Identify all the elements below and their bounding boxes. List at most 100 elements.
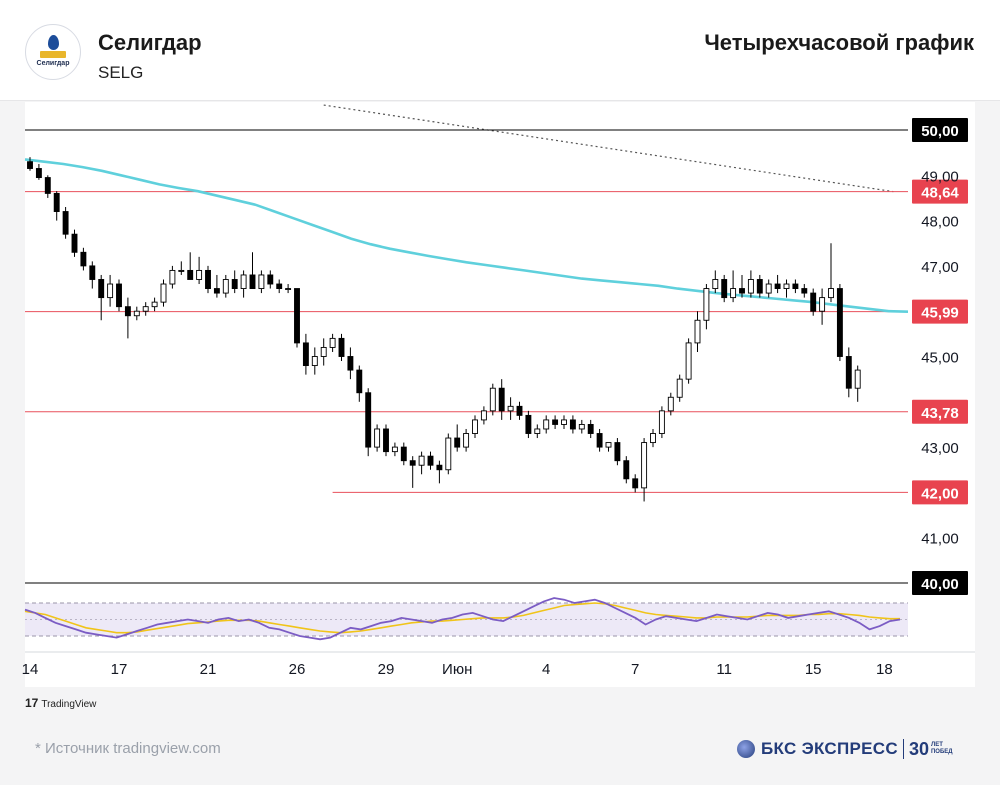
y-tick-label: 43,00 — [921, 440, 959, 457]
candle — [151, 301, 158, 308]
logo-gold-bar-icon — [40, 51, 66, 58]
candle — [124, 306, 131, 317]
candle — [454, 437, 461, 448]
y-tick-label: 49,00 — [921, 168, 959, 185]
bcs-express-logo: БКС ЭКСПРЕСС 30 ЛЕТ ПОБЕД — [737, 738, 953, 760]
candle — [240, 274, 247, 289]
candle — [356, 369, 363, 394]
candle — [774, 283, 781, 289]
bcs-brand: БКС ЭКСПРЕСС — [761, 739, 898, 758]
x-tick-label: 11 — [716, 661, 732, 678]
candle — [133, 310, 140, 317]
rsi-line — [24, 597, 901, 641]
candle — [160, 283, 167, 303]
candle — [267, 274, 274, 285]
level-label-2: 45,99 — [921, 305, 959, 322]
level-label-bg-5 — [912, 571, 968, 595]
candle — [27, 161, 33, 169]
company-name: Селигдар — [98, 30, 202, 55]
x-tick-label: 21 — [200, 661, 217, 678]
candle — [810, 292, 817, 312]
candle — [98, 279, 105, 299]
candle — [53, 192, 60, 212]
level-label-bg-0 — [912, 118, 968, 142]
candle — [231, 279, 238, 289]
candle — [623, 460, 630, 480]
tradingview-logo: 17 TradingView — [25, 696, 96, 710]
candle — [801, 288, 808, 294]
tradingview-icon: 17 — [25, 696, 39, 710]
candle — [187, 269, 194, 280]
candle — [694, 319, 701, 344]
candle — [747, 279, 754, 294]
candle — [302, 342, 309, 367]
candle — [552, 419, 559, 425]
candle — [543, 419, 550, 430]
candle — [445, 437, 452, 471]
candle — [614, 442, 621, 462]
candle — [632, 478, 639, 489]
candle — [480, 410, 487, 421]
candle — [347, 356, 354, 371]
candle — [828, 288, 834, 299]
candle — [205, 269, 211, 289]
y-tick-label: 47,00 — [921, 259, 959, 276]
candle — [383, 428, 389, 453]
header: Селигдар Селигдар SELG Четырехчасовой гр… — [0, 0, 1000, 101]
candle — [374, 428, 381, 448]
candle — [169, 269, 176, 285]
x-tick-label: 17 — [111, 661, 128, 678]
x-tick-label: 7 — [631, 661, 639, 678]
candle — [436, 464, 443, 471]
level-label-bg-2 — [912, 299, 968, 324]
seligdar-logo: Селигдар — [25, 24, 81, 80]
candle — [62, 211, 69, 235]
y-tick-label: 48,00 — [921, 214, 959, 231]
candle — [756, 279, 763, 294]
candle — [249, 274, 256, 289]
candle — [587, 424, 594, 434]
candle — [650, 433, 656, 444]
candle — [472, 419, 478, 434]
candle — [641, 442, 648, 489]
candle — [534, 428, 541, 434]
years-caption-2: ПОБЕД — [930, 749, 953, 755]
candle — [116, 283, 122, 308]
candle — [338, 337, 345, 357]
candle — [845, 356, 852, 389]
bcs-sphere-icon — [737, 740, 755, 758]
candle — [320, 346, 327, 357]
price-chart[interactable]: 50,00 48,64 45,99 43,78 42,00 40,00 49,00 48,00… — [0, 0, 1000, 700]
candle — [222, 279, 229, 294]
candle — [561, 419, 567, 425]
candle — [258, 274, 265, 289]
level-label-bg-4 — [912, 480, 968, 505]
ticker: SELG — [98, 63, 144, 82]
level-label-bg-1 — [912, 179, 968, 204]
source-note: * Источник tradingview.com — [35, 740, 221, 757]
candle — [498, 387, 505, 412]
level-label-4: 42,00 — [921, 485, 959, 502]
candle — [739, 288, 745, 294]
candle — [213, 288, 220, 294]
candle — [89, 265, 96, 280]
candle — [712, 279, 719, 289]
x-tick-label: 18 — [876, 661, 893, 678]
candle — [44, 177, 51, 194]
candle — [854, 369, 861, 389]
candle — [507, 405, 514, 412]
candle — [525, 414, 532, 434]
candle — [783, 283, 790, 289]
candle — [569, 419, 576, 430]
candle — [196, 269, 203, 280]
x-tick-label: 29 — [378, 661, 395, 678]
candle — [685, 342, 692, 380]
candle — [427, 455, 434, 466]
logo-drop-icon — [48, 35, 59, 50]
level-label-3: 43,78 — [921, 405, 959, 422]
candle — [311, 356, 318, 367]
trendline — [323, 104, 894, 193]
candle — [71, 233, 78, 253]
candle — [489, 387, 496, 412]
